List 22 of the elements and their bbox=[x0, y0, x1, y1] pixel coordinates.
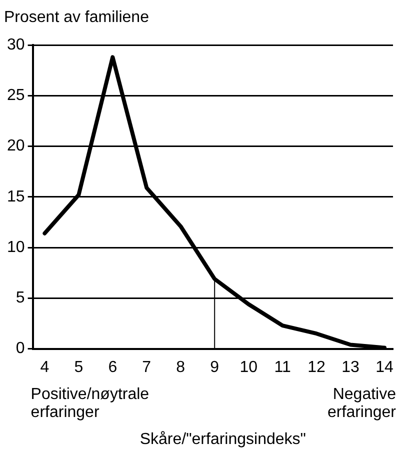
x-tick-label: 10 bbox=[240, 358, 258, 376]
x-tick-label: 4 bbox=[40, 358, 50, 376]
y-tick-label: 20 bbox=[7, 138, 25, 155]
x-tick-label: 7 bbox=[142, 358, 152, 376]
y-tick-label: 25 bbox=[7, 87, 25, 104]
y-tick-label: 10 bbox=[7, 238, 25, 256]
x-tick-label: 13 bbox=[342, 358, 360, 376]
text: Negative erfaringer bbox=[328, 386, 397, 421]
x-tick-label: 6 bbox=[108, 358, 118, 376]
y-tick-label: 0 bbox=[16, 340, 25, 358]
x-tick-label: 8 bbox=[176, 358, 186, 376]
x-tick-label: 14 bbox=[376, 358, 394, 376]
y-tick-label: 30 bbox=[7, 36, 25, 54]
x-tick-label: 11 bbox=[274, 358, 291, 376]
x-tick-label: 5 bbox=[74, 358, 84, 376]
x-tick-label: 12 bbox=[308, 358, 326, 376]
x-tick-label: 9 bbox=[210, 358, 220, 376]
y-axis-title: Prosent av familiene bbox=[4, 9, 150, 26]
y-tick-label: 5 bbox=[16, 290, 25, 307]
x-axis-title: Skåre/"erfaringsindeks" bbox=[140, 430, 306, 448]
text: Positive/nøytrale erfaringer bbox=[30, 386, 150, 421]
y-tick-label: 15 bbox=[7, 188, 25, 206]
